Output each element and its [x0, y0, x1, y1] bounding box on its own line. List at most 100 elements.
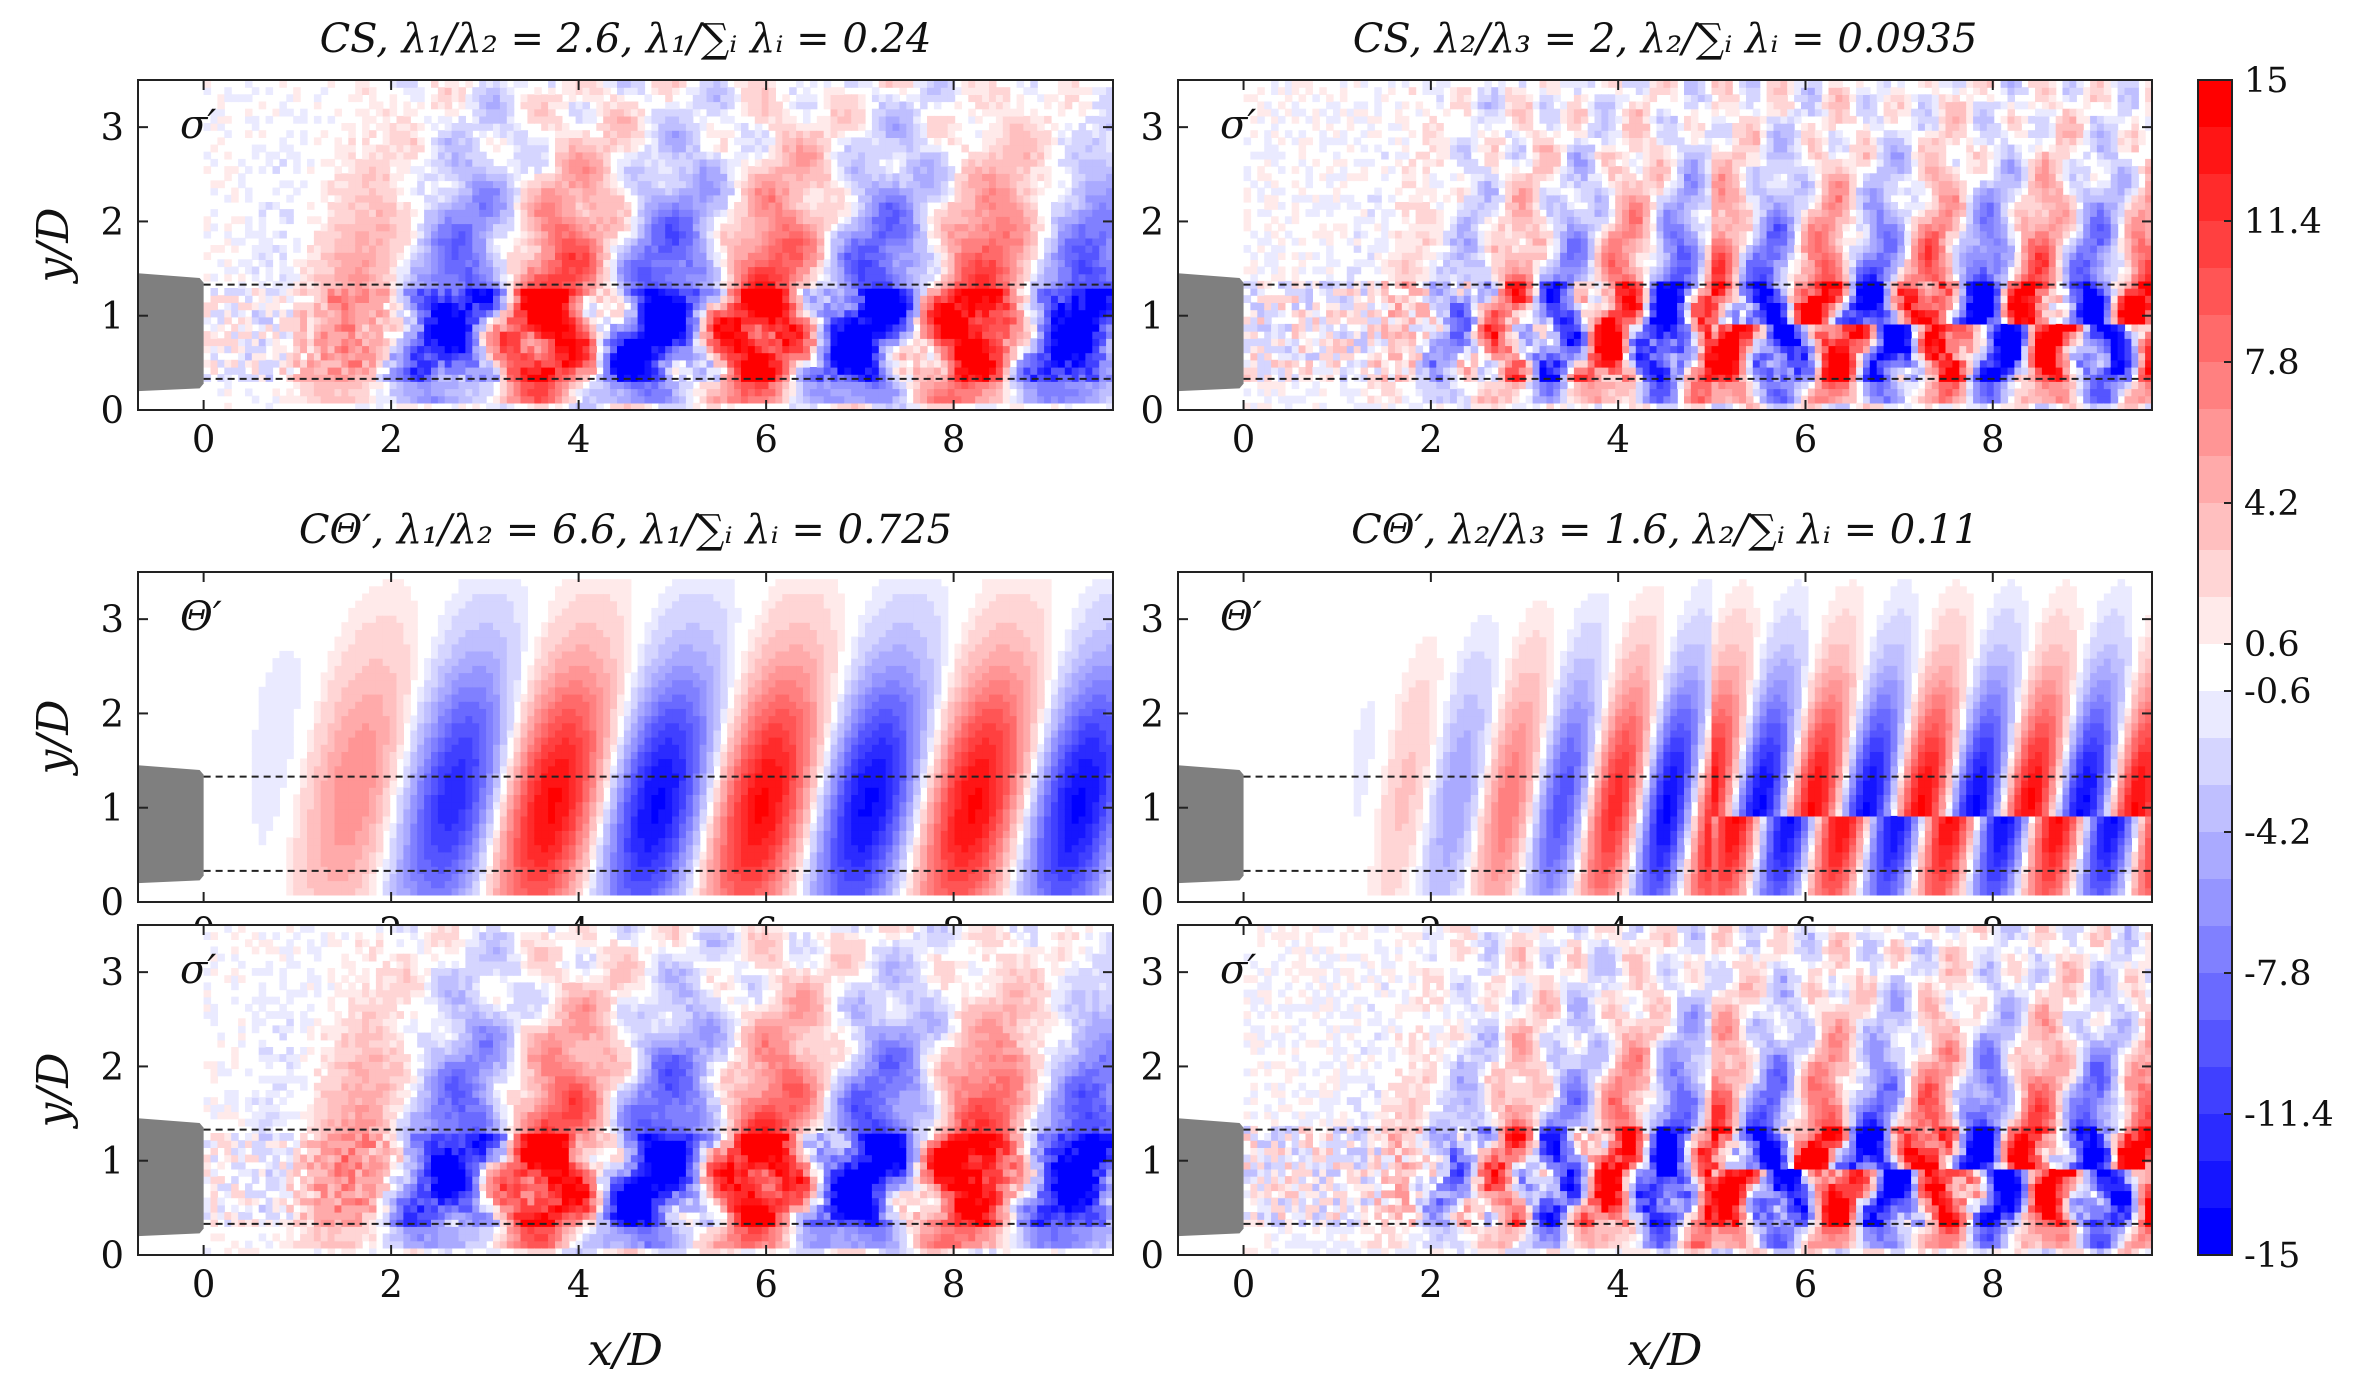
heatmap-cell — [403, 295, 411, 303]
heatmap-cell — [493, 173, 501, 182]
heatmap-cell — [520, 381, 528, 390]
heatmap-cell — [258, 252, 267, 260]
heatmap-cell — [672, 359, 680, 368]
heatmap-cell — [706, 316, 714, 325]
heatmap-cell — [1023, 367, 1031, 375]
heatmap-cell — [224, 316, 232, 325]
heatmap-cell — [878, 180, 887, 189]
heatmap-cell — [692, 216, 701, 225]
heatmap-cell — [472, 323, 480, 332]
heatmap-cell — [851, 137, 859, 146]
heatmap-cell — [720, 352, 728, 361]
heatmap-cell — [913, 187, 921, 196]
heatmap-cell — [300, 388, 308, 397]
heatmap-cell — [568, 245, 577, 253]
heatmap-cell — [534, 101, 542, 110]
heatmap-cell — [369, 144, 377, 153]
heatmap-cell — [1002, 316, 1011, 325]
heatmap-cell — [885, 345, 894, 354]
heatmap-cell — [775, 323, 783, 332]
heatmap-cell — [396, 345, 404, 354]
heatmap-cell — [644, 402, 652, 410]
heatmap-cell — [568, 173, 577, 182]
heatmap-cell — [1002, 309, 1011, 318]
heatmap-cell — [995, 309, 1004, 318]
heatmap-cell — [989, 237, 997, 246]
heatmap-cell — [933, 173, 942, 182]
heatmap-cell — [499, 273, 508, 282]
heatmap-cell — [313, 352, 322, 361]
heatmap-cell — [968, 87, 976, 95]
heatmap-cell — [747, 288, 756, 296]
heatmap-cell — [424, 216, 432, 225]
heatmap-cell — [479, 87, 487, 95]
heatmap-cell — [823, 223, 832, 232]
heatmap-cell — [1071, 252, 1080, 260]
heatmap-cell — [231, 295, 239, 303]
heatmap-cell — [403, 273, 411, 282]
heatmap-cell — [617, 338, 625, 347]
heatmap-cell — [245, 259, 253, 268]
heatmap-cell — [754, 323, 763, 332]
heatmap-cell — [499, 101, 508, 110]
heatmap-cell — [424, 345, 432, 354]
heatmap-cell — [548, 101, 556, 110]
heatmap-cell — [313, 273, 322, 282]
heatmap-cell — [327, 259, 336, 268]
heatmap-cell — [293, 273, 301, 282]
heatmap-cell — [1016, 230, 1025, 239]
heatmap-cell — [1051, 137, 1059, 146]
heatmap-cell — [947, 388, 956, 397]
heatmap-cell — [382, 115, 391, 124]
heatmap-cell — [672, 166, 680, 174]
heatmap-cell — [920, 295, 928, 303]
heatmap-cell — [589, 194, 597, 203]
heatmap-cell — [658, 338, 666, 347]
heatmap-cell — [575, 266, 584, 275]
heatmap-cell — [479, 266, 487, 275]
heatmap-cell — [465, 180, 473, 189]
heatmap-cell — [362, 288, 370, 296]
heatmap-cell — [527, 288, 535, 296]
heatmap-cell — [1037, 259, 1045, 268]
heatmap-cell — [617, 158, 625, 167]
heatmap-cell — [734, 230, 742, 239]
heatmap-cell — [603, 202, 611, 210]
heatmap-cell — [348, 151, 356, 160]
heatmap-cell — [279, 316, 287, 325]
heatmap-cell — [458, 202, 466, 210]
heatmap-cell — [541, 223, 549, 232]
heatmap-cell — [871, 259, 880, 268]
heatmap-cell — [568, 374, 577, 382]
heatmap-cell — [637, 230, 646, 239]
heatmap-cell — [286, 367, 294, 375]
heatmap-cell — [789, 266, 797, 275]
heatmap-cell — [865, 187, 873, 196]
heatmap-cell — [913, 288, 921, 296]
heatmap-cell — [307, 259, 315, 268]
heatmap-cell — [906, 166, 914, 174]
heatmap-cell — [369, 345, 377, 354]
heatmap-cell — [555, 266, 563, 275]
heatmap-cell — [444, 115, 453, 124]
heatmap-cell — [809, 374, 818, 382]
heatmap-cell — [623, 180, 632, 189]
heatmap-cell — [437, 144, 446, 153]
heatmap-cell — [527, 194, 535, 203]
heatmap-cell — [575, 223, 584, 232]
heatmap-cell — [679, 309, 687, 318]
heatmap-cell — [238, 331, 246, 339]
heatmap-cell — [727, 158, 735, 167]
heatmap-cell — [851, 323, 859, 332]
heatmap-cell — [961, 144, 969, 153]
heatmap-cell — [789, 187, 797, 196]
heatmap-cell — [658, 331, 666, 339]
heatmap-cell — [913, 345, 921, 354]
heatmap-cell — [596, 223, 604, 232]
heatmap-cell — [623, 245, 632, 253]
heatmap-cell — [809, 402, 818, 410]
heatmap-cell — [1044, 115, 1052, 124]
heatmap-cell — [727, 295, 735, 303]
heatmap-cell — [424, 388, 432, 397]
heatmap-cell — [293, 374, 301, 382]
